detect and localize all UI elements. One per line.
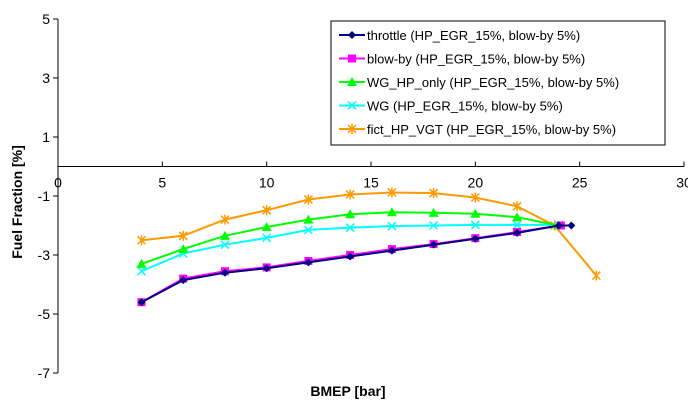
legend-label: throttle (HP_EGR_15%, blow-by 5%)	[367, 28, 580, 43]
data-point	[178, 230, 188, 241]
y-tick-label: 1	[42, 129, 50, 145]
series-line	[141, 223, 559, 273]
data-point	[262, 233, 272, 243]
data-point	[136, 258, 147, 268]
series-2	[136, 207, 564, 268]
data-point	[470, 208, 481, 218]
data-point	[345, 223, 355, 233]
data-point	[386, 207, 397, 217]
x-tick-label: 15	[363, 175, 379, 191]
data-point	[178, 244, 189, 254]
data-point	[219, 230, 230, 240]
y-tick-label: 5	[42, 11, 50, 27]
data-point	[262, 264, 271, 273]
data-point	[179, 276, 188, 285]
data-point	[471, 234, 480, 243]
data-point	[304, 258, 313, 267]
data-point	[136, 235, 146, 246]
data-point	[387, 246, 396, 255]
legend-marker	[348, 31, 356, 39]
x-tick-labels: 0 5 10 15 20 25 30	[54, 161, 688, 191]
x-tick-label: 5	[158, 175, 166, 191]
x-tick-label: 30	[676, 175, 688, 191]
data-point	[567, 221, 576, 230]
series-line	[141, 224, 562, 304]
y-tick-label: -7	[38, 365, 51, 381]
legend-label: fict_HP_VGT (HP_EGR_15%, blow-by 5%)	[367, 122, 616, 137]
y-tick-label: -1	[38, 188, 51, 204]
x-axis-title: BMEP [bar]	[310, 383, 385, 399]
data-point	[345, 209, 356, 219]
data-point	[387, 221, 397, 231]
series-line	[141, 224, 572, 304]
legend-item-0: throttle (HP_EGR_15%, blow-by 5%)	[339, 28, 580, 43]
legend-marker	[347, 100, 357, 111]
data-point	[220, 214, 230, 225]
data-point	[261, 221, 272, 231]
series-layer	[136, 187, 601, 307]
data-point	[512, 201, 522, 212]
legend-label: WG_HP_only (HP_EGR_15%, blow-by 5%)	[367, 75, 619, 90]
legend-label: WG (HP_EGR_15%, blow-by 5%)	[367, 99, 563, 114]
data-point	[303, 214, 314, 224]
legend: throttle (HP_EGR_15%, blow-by 5%) blow-by…	[330, 20, 666, 146]
data-point	[429, 220, 439, 231]
data-point	[470, 192, 480, 203]
data-point	[470, 220, 480, 230]
data-point	[512, 212, 523, 222]
data-point	[346, 252, 355, 261]
data-point	[429, 240, 438, 249]
legend-item-4: fict_HP_VGT (HP_EGR_15%, blow-by 5%)	[339, 122, 616, 137]
data-point	[220, 240, 230, 250]
data-point	[303, 225, 313, 235]
legend-item-3: WG (HP_EGR_15%, blow-by 5%)	[339, 99, 563, 114]
series-0	[137, 221, 576, 307]
data-point	[429, 188, 439, 199]
series-4	[136, 187, 601, 281]
x-tick-label: 20	[468, 175, 484, 191]
data-point	[513, 228, 522, 237]
data-point	[387, 187, 397, 198]
data-point	[136, 266, 146, 276]
data-point	[137, 298, 146, 307]
legend-marker	[348, 54, 356, 63]
data-point	[303, 194, 313, 205]
legend-label: blow-by (HP_EGR_15%, blow-by 5%)	[367, 52, 585, 67]
legend-item-2: WG_HP_only (HP_EGR_15%, blow-by 5%)	[339, 75, 619, 90]
data-point	[345, 189, 355, 200]
x-tick-label: 10	[259, 175, 275, 191]
y-tick-label: 3	[42, 70, 50, 86]
data-point	[262, 205, 272, 216]
data-point	[220, 268, 229, 277]
x-tick-label: 0	[54, 175, 62, 191]
y-axis-title: Fuel Fraction [%]	[9, 145, 25, 259]
series-line	[141, 191, 598, 277]
y-tick-labels: 5 3 1 -1 -3 -5 -7	[38, 11, 58, 381]
y-tick-label: -5	[38, 306, 51, 322]
data-point	[554, 221, 563, 230]
y-tick-label: -3	[38, 247, 51, 263]
x-tick-label: 25	[572, 175, 588, 191]
legend-marker	[347, 124, 357, 134]
data-point	[512, 220, 522, 230]
legend-marker	[347, 77, 357, 86]
data-point	[428, 207, 439, 217]
data-point	[591, 270, 601, 281]
legend-item-1: blow-by (HP_EGR_15%, blow-by 5%)	[339, 52, 585, 67]
legend-box	[330, 20, 666, 146]
